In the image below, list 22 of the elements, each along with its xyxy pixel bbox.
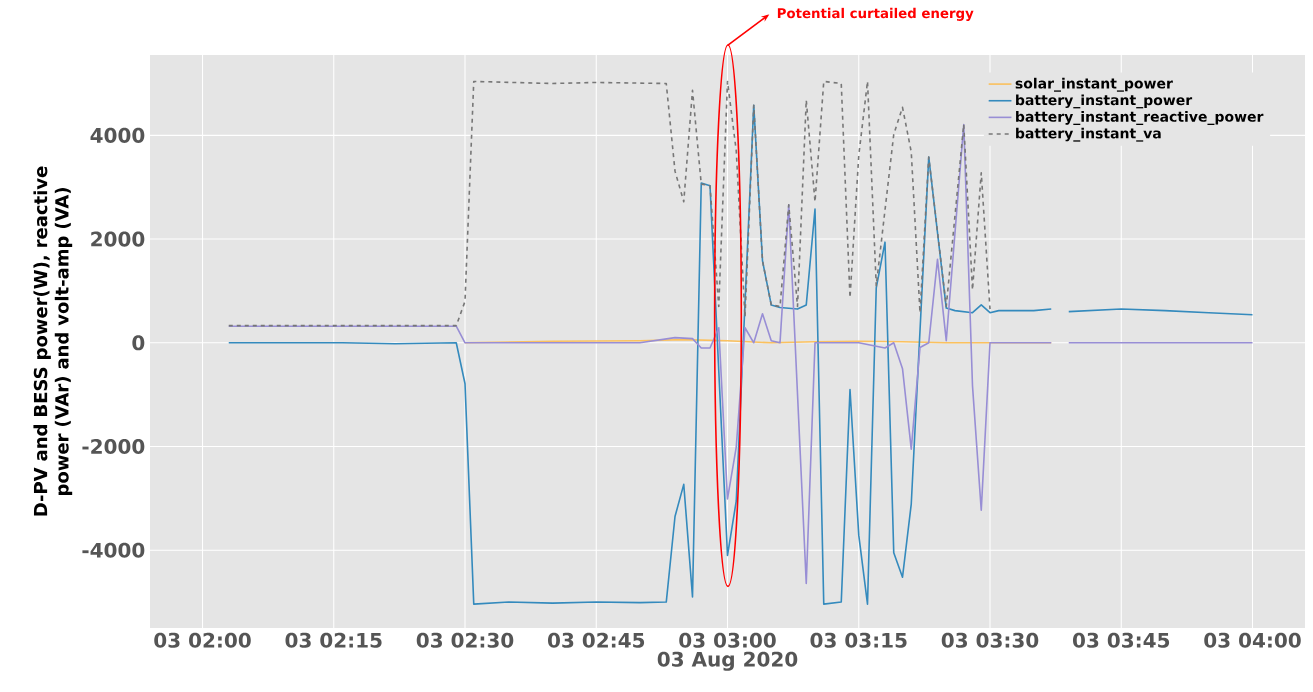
text: Potential curtailed energy bbox=[777, 7, 974, 21]
y-tick-label: -4000 bbox=[82, 542, 145, 558]
x-tick-label: 03 02:00 bbox=[154, 632, 251, 648]
x-tick-label: 03 02:30 bbox=[416, 632, 514, 648]
x-tick-label: 03 02:15 bbox=[285, 632, 382, 648]
x-axis-title: 03 Aug 2020 bbox=[657, 651, 798, 671]
legend-label: battery_instant_va bbox=[1016, 127, 1161, 142]
x-tick-label: 03 03:45 bbox=[1072, 632, 1170, 648]
y-tick-label: 0 bbox=[132, 335, 145, 351]
x-tick-label: 03 03:30 bbox=[941, 632, 1039, 648]
legend-label: battery_instant_power bbox=[1016, 94, 1193, 109]
x-tick-label: 03 02:45 bbox=[547, 632, 645, 648]
y-tick-label: -2000 bbox=[82, 438, 145, 455]
y-axis-title: D-PV and BESS power(W), reactive power (VAr) and volt-amp (VA) bbox=[33, 166, 73, 516]
x-tick-label: 03 04:00 bbox=[1204, 632, 1301, 648]
legend-label: battery_instant_reactive_power bbox=[1016, 111, 1264, 125]
legend-label: solar_instant_power bbox=[1015, 77, 1173, 92]
x-tick-label: 03 03:15 bbox=[810, 632, 907, 648]
x-tick-label: 03 03:00 bbox=[679, 632, 776, 648]
y-tick-label: 2000 bbox=[91, 231, 145, 247]
line-series bbox=[227, 80, 991, 327]
y-tick-label: 4000 bbox=[90, 127, 145, 143]
